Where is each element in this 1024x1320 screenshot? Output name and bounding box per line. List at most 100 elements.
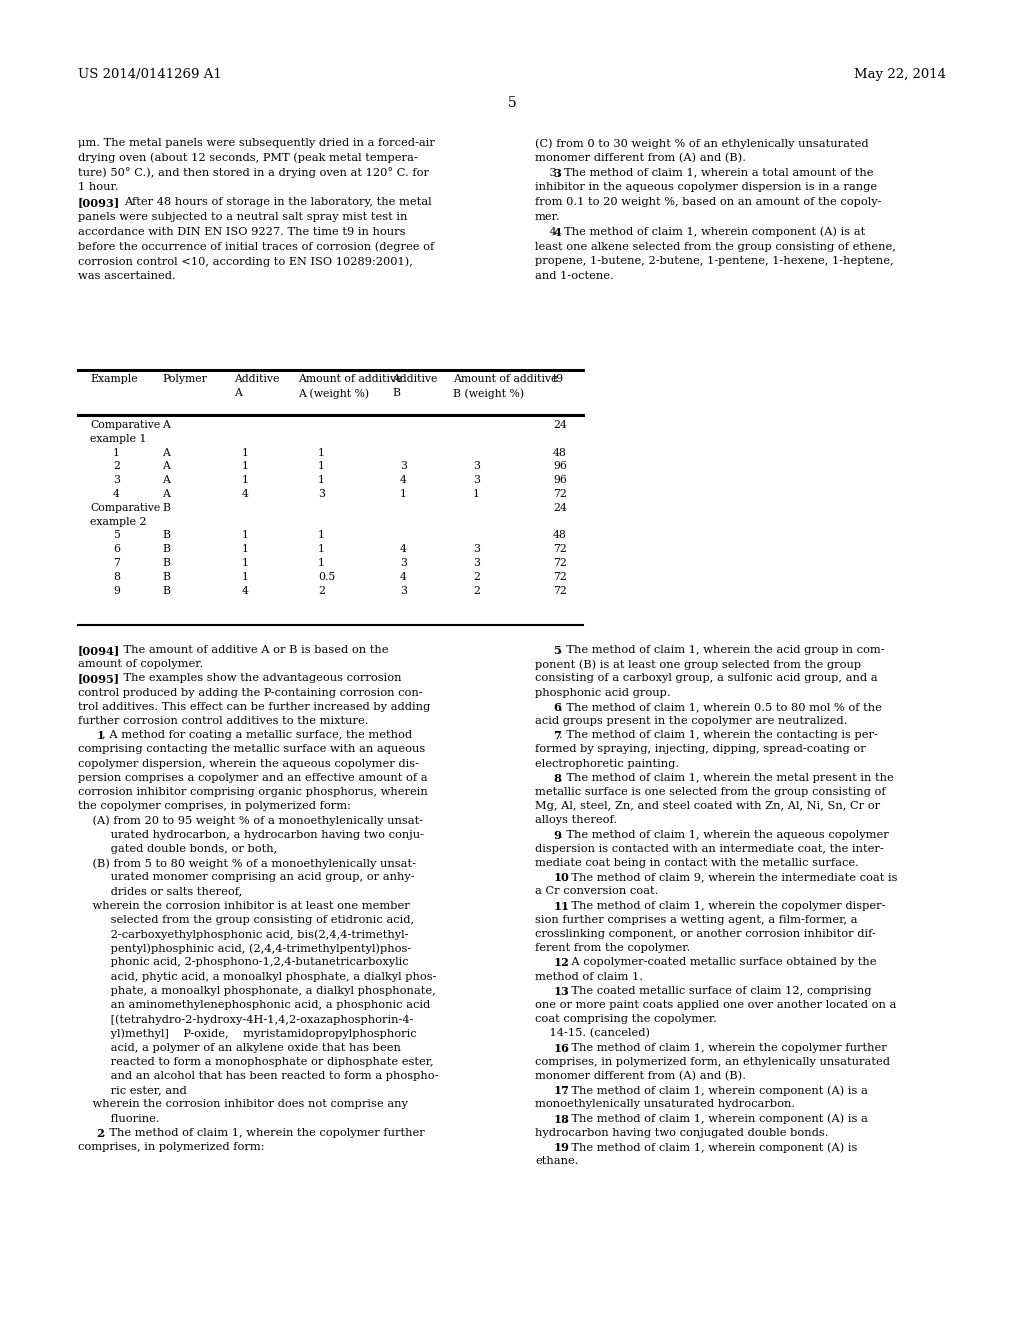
Text: corrosion inhibitor comprising organic phosphorus, wherein: corrosion inhibitor comprising organic p… [78,787,428,797]
Text: example 1: example 1 [90,434,146,444]
Text: control produced by adding the P-containing corrosion con-: control produced by adding the P-contain… [78,688,423,697]
Text: panels were subjected to a neutral salt spray mist test in: panels were subjected to a neutral salt … [78,213,408,222]
Text: A: A [162,447,170,458]
Text: 3: 3 [400,558,407,568]
Text: After 48 hours of storage in the laboratory, the metal: After 48 hours of storage in the laborat… [124,197,432,207]
Text: 96: 96 [553,475,567,486]
Text: 48: 48 [553,531,567,540]
Text: 7: 7 [113,558,120,568]
Text: 4: 4 [553,227,561,238]
Text: Example: Example [90,374,137,384]
Text: monoethylenically unsaturated hydrocarbon.: monoethylenically unsaturated hydrocarbo… [535,1100,795,1109]
Text: B: B [162,544,170,554]
Text: 8: 8 [113,572,120,582]
Text: ric ester, and: ric ester, and [78,1085,186,1096]
Text: alloys thereof.: alloys thereof. [535,816,617,825]
Text: . The method of claim 1, wherein the copolymer disper-: . The method of claim 1, wherein the cop… [564,900,886,911]
Text: . The coated metallic surface of claim 12, comprising: . The coated metallic surface of claim 1… [564,986,871,995]
Text: A: A [234,388,242,399]
Text: 2: 2 [473,572,480,582]
Text: 16: 16 [553,1043,569,1053]
Text: Comparative: Comparative [90,420,160,430]
Text: 3: 3 [473,462,480,471]
Text: drides or salts thereof,: drides or salts thereof, [78,887,243,896]
Text: and an alcohol that has been reacted to form a phospho-: and an alcohol that has been reacted to … [78,1071,438,1081]
Text: 19: 19 [553,1142,569,1152]
Text: 1: 1 [242,558,249,568]
Text: ture) 50° C.), and then stored in a drying oven at 120° C. for: ture) 50° C.), and then stored in a dryi… [78,168,429,178]
Text: 1: 1 [473,488,480,499]
Text: 17: 17 [553,1085,569,1096]
Text: . A method for coating a metallic surface, the method: . A method for coating a metallic surfac… [101,730,412,741]
Text: 3: 3 [553,168,561,178]
Text: hydrocarbon having two conjugated double bonds.: hydrocarbon having two conjugated double… [535,1127,828,1138]
Text: corrosion control <10, according to EN ISO 10289:2001),: corrosion control <10, according to EN I… [78,256,413,267]
Text: 1: 1 [318,447,325,458]
Text: 18: 18 [553,1114,569,1125]
Text: drying oven (about 12 seconds, PMT (peak metal tempera-: drying oven (about 12 seconds, PMT (peak… [78,153,418,164]
Text: acid, a polymer of an alkylene oxide that has been: acid, a polymer of an alkylene oxide tha… [78,1043,400,1052]
Text: 1: 1 [96,730,104,742]
Text: [0095]: [0095] [78,673,120,684]
Text: 1: 1 [318,544,325,554]
Text: μm. The metal panels were subsequently dried in a forced-air: μm. The metal panels were subsequently d… [78,139,435,148]
Text: 1: 1 [242,475,249,486]
Text: B: B [162,572,170,582]
Text: 72: 72 [553,544,567,554]
Text: sion further comprises a wetting agent, a film-former, a: sion further comprises a wetting agent, … [535,915,857,925]
Text: phosphonic acid group.: phosphonic acid group. [535,688,671,697]
Text: (A) from 20 to 95 weight % of a monoethylenically unsat-: (A) from 20 to 95 weight % of a monoethy… [78,816,423,826]
Text: US 2014/0141269 A1: US 2014/0141269 A1 [78,69,222,81]
Text: B: B [162,531,170,540]
Text: mediate coat being in contact with the metallic surface.: mediate coat being in contact with the m… [535,858,859,869]
Text: 1: 1 [242,462,249,471]
Text: . The method of claim 1, wherein the acid group in com-: . The method of claim 1, wherein the aci… [559,645,885,655]
Text: 6: 6 [553,702,561,713]
Text: 8: 8 [553,772,561,784]
Text: wherein the corrosion inhibitor does not comprise any: wherein the corrosion inhibitor does not… [78,1100,408,1109]
Text: . The method of claim 1, wherein the contacting is per-: . The method of claim 1, wherein the con… [559,730,878,741]
Text: A: A [162,475,170,486]
Text: 12: 12 [553,957,569,969]
Text: persion comprises a copolymer and an effective amount of a: persion comprises a copolymer and an eff… [78,772,428,783]
Text: 1: 1 [318,462,325,471]
Text: mer.: mer. [535,213,560,222]
Text: 4: 4 [242,586,249,595]
Text: Additive: Additive [234,374,280,384]
Text: 1: 1 [318,558,325,568]
Text: 10: 10 [553,873,569,883]
Text: 4: 4 [400,475,407,486]
Text: 5: 5 [113,531,120,540]
Text: comprising contacting the metallic surface with an aqueous: comprising contacting the metallic surfa… [78,744,425,755]
Text: 1: 1 [318,531,325,540]
Text: gated double bonds, or both,: gated double bonds, or both, [78,843,278,854]
Text: reacted to form a monophosphate or diphosphate ester,: reacted to form a monophosphate or dipho… [78,1057,433,1067]
Text: The examples show the advantageous corrosion: The examples show the advantageous corro… [109,673,401,684]
Text: an aminomethylenephosphonic acid, a phosphonic acid: an aminomethylenephosphonic acid, a phos… [78,1001,430,1010]
Text: metallic surface is one selected from the group consisting of: metallic surface is one selected from th… [535,787,886,797]
Text: phate, a monoalkyl phosphonate, a dialkyl phosphonate,: phate, a monoalkyl phosphonate, a dialky… [78,986,436,995]
Text: urated monomer comprising an acid group, or anhy-: urated monomer comprising an acid group,… [78,873,415,882]
Text: 3: 3 [473,544,480,554]
Text: urated hydrocarbon, a hydrocarbon having two conju-: urated hydrocarbon, a hydrocarbon having… [78,829,424,840]
Text: 1: 1 [400,488,407,499]
Text: 3: 3 [113,475,120,486]
Text: propene, 1-butene, 2-butene, 1-pentene, 1-hexene, 1-heptene,: propene, 1-butene, 2-butene, 1-pentene, … [535,256,894,267]
Text: 24: 24 [553,503,567,512]
Text: . The method of claim 1, wherein the copolymer further: . The method of claim 1, wherein the cop… [101,1127,424,1138]
Text: A: A [162,488,170,499]
Text: ferent from the copolymer.: ferent from the copolymer. [535,944,690,953]
Text: B: B [162,586,170,595]
Text: 72: 72 [553,572,567,582]
Text: The amount of additive A or B is based on the: The amount of additive A or B is based o… [109,645,388,655]
Text: trol additives. This effect can be further increased by adding: trol additives. This effect can be furth… [78,702,430,711]
Text: phonic acid, 2-phosphono-1,2,4-butanetricarboxylic: phonic acid, 2-phosphono-1,2,4-butanetri… [78,957,409,968]
Text: 3: 3 [400,462,407,471]
Text: 2: 2 [113,462,120,471]
Text: formed by spraying, injecting, dipping, spread-coating or: formed by spraying, injecting, dipping, … [535,744,865,755]
Text: Amount of additive: Amount of additive [453,374,557,384]
Text: 9: 9 [113,586,120,595]
Text: consisting of a carboxyl group, a sulfonic acid group, and a: consisting of a carboxyl group, a sulfon… [535,673,878,684]
Text: 1: 1 [242,572,249,582]
Text: . The method of claim 9, wherein the intermediate coat is: . The method of claim 9, wherein the int… [564,873,897,882]
